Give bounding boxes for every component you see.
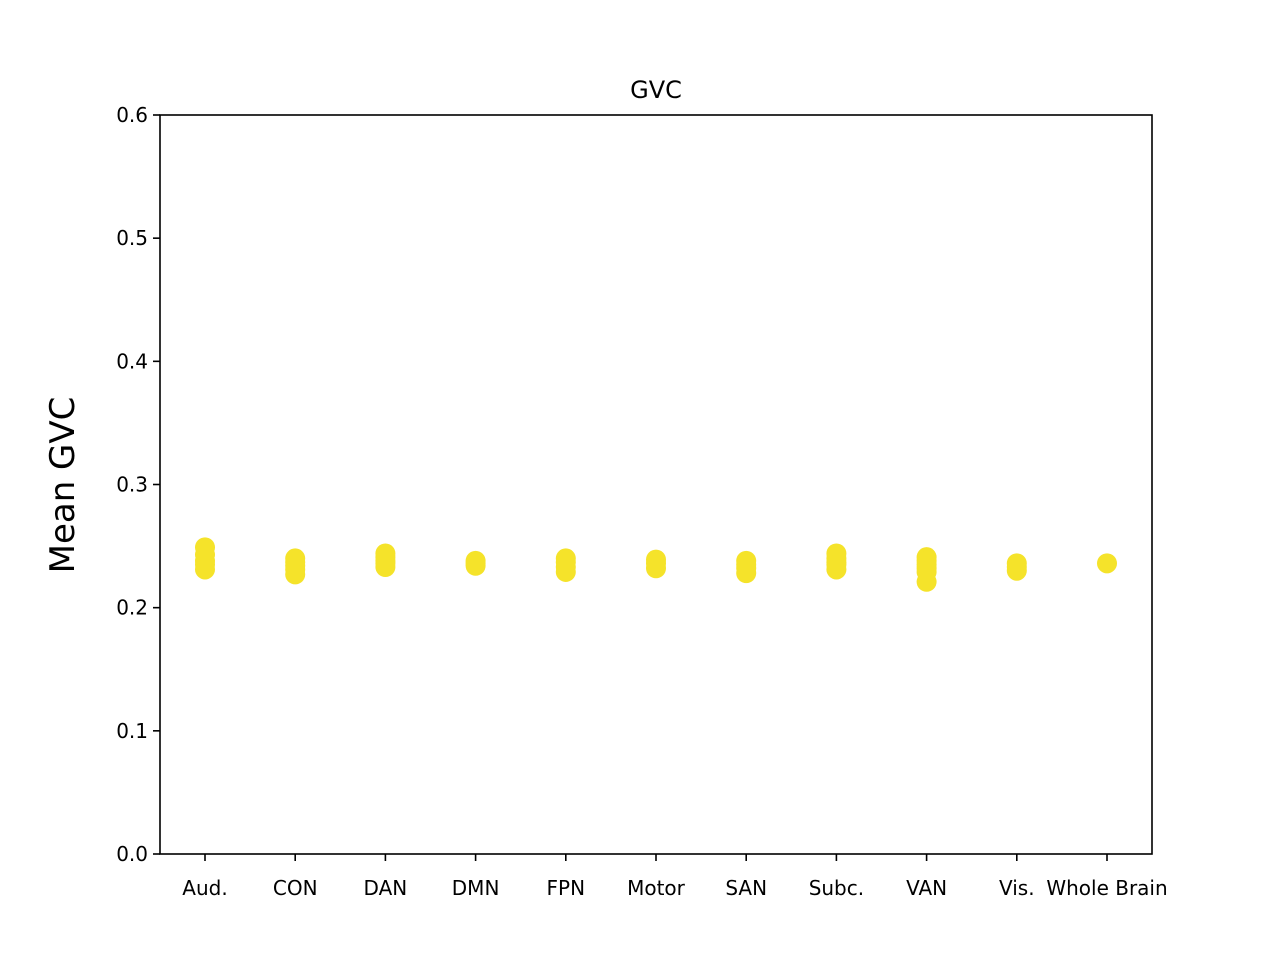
plot-frame [159, 114, 1153, 855]
x-tick-label: DMN [452, 876, 500, 900]
data-point [646, 558, 666, 579]
data-point [826, 559, 847, 580]
x-tick-label: Motor [627, 876, 686, 900]
y-tick-label: 0.2 [116, 596, 148, 620]
y-tick-label: 0.6 [116, 103, 148, 127]
y-tick-label: 0.0 [116, 842, 148, 866]
y-tick-label: 0.5 [116, 226, 148, 250]
chart-title: GVC [630, 76, 682, 104]
x-tick-label: CON [273, 876, 318, 900]
data-point [285, 564, 306, 585]
data-point [555, 561, 576, 582]
x-tick-label: Subc. [809, 876, 864, 900]
x-tick-label: DAN [364, 876, 408, 900]
data-point [465, 555, 486, 576]
data-point [736, 563, 757, 584]
y-tick-label: 0.1 [116, 719, 148, 743]
y-tick-label: 0.4 [116, 349, 148, 373]
y-axis-label: Mean GVC [43, 397, 83, 574]
data-point [916, 571, 937, 592]
x-tick-label: FPN [547, 876, 586, 900]
x-tick-label: SAN [725, 876, 767, 900]
x-tick-label: VAN [906, 876, 947, 900]
data-point [1006, 560, 1027, 581]
data-point [1097, 553, 1117, 574]
data-point [375, 557, 396, 578]
x-tick-label: Aud. [182, 876, 227, 900]
y-tick-label: 0.3 [116, 473, 148, 497]
plot-area: 0.0 0.1 0.2 0.3 0.4 0.5 0.6 Aud. CON DAN DMN FPN Mot… [116, 103, 1167, 900]
x-tick-label: Vis. [999, 876, 1035, 900]
x-tick-label: Whole Brain [1046, 876, 1167, 900]
data-point [195, 559, 215, 580]
